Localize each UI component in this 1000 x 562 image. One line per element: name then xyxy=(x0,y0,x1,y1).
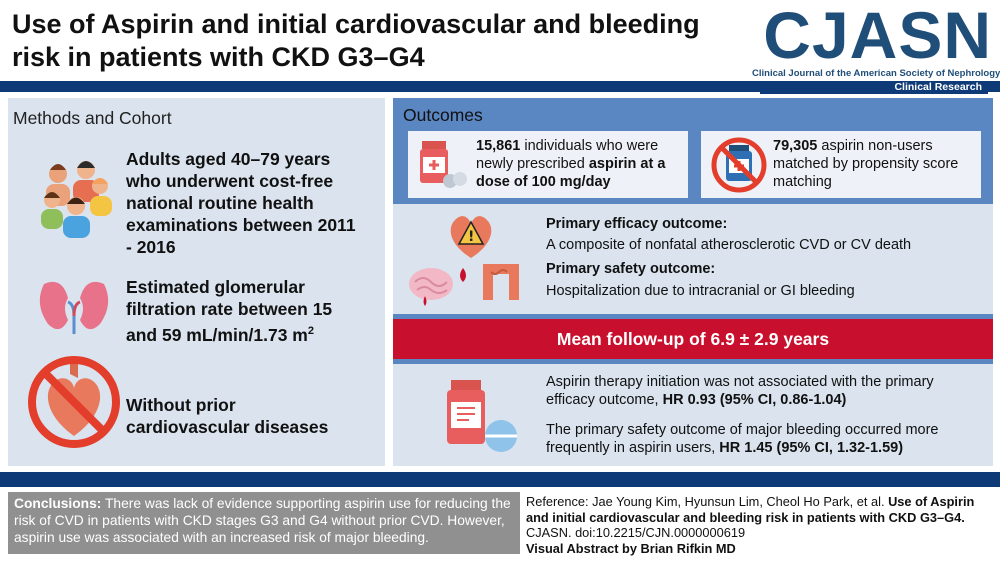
aspirin-users-count: 15,861 xyxy=(476,138,521,154)
pill-bottle-icon xyxy=(416,139,468,191)
section-label: Clinical Research xyxy=(760,81,988,94)
aspirin-users-card: 15,861 individuals who were newly prescr… xyxy=(408,131,688,198)
result-safety-text: The primary safety outcome of major blee… xyxy=(546,422,939,456)
result-safety-hr: HR 1.45 (95% CI, 1.32-1.59) xyxy=(719,440,904,456)
no-heart-icon xyxy=(26,354,122,450)
page-title: Use of Aspirin and initial cardiovascula… xyxy=(12,9,700,72)
egfr-text: Estimated glomerular filtration rate bet… xyxy=(126,277,333,345)
safety-title: Primary safety outcome: xyxy=(546,261,716,277)
visual-abstract-credit: Visual Abstract by Brian Rifkin MD xyxy=(526,540,736,556)
efficacy-title: Primary efficacy outcome: xyxy=(546,216,728,232)
reference-title: Use of Aspirin and initial cardiovascula… xyxy=(526,494,975,525)
logo-text: CJASN xyxy=(763,0,992,72)
egfr-criteria: Estimated glomerular filtration rate bet… xyxy=(126,276,361,346)
conclusions-text: There was lack of evidence supporting as… xyxy=(14,496,511,545)
pills-icon xyxy=(445,378,525,454)
methods-title: Methods and Cohort xyxy=(13,108,172,128)
journal-logo: CJASN Clinical Journal of the American S… xyxy=(752,0,1000,79)
non-users-desc: aspirin non-users matched by propensity … xyxy=(773,138,959,190)
reference-block: Reference: Jae Young Kim, Hyunsun Lim, C… xyxy=(526,494,994,556)
outcomes-panel: Outcomes 15,861 individuals who were new… xyxy=(393,98,993,466)
aspirin-users-text: 15,861 individuals who were newly prescr… xyxy=(476,137,681,191)
followup-banner: Mean follow-up of 6.9 ± 2.9 years xyxy=(393,319,993,359)
result-safety: The primary safety outcome of major blee… xyxy=(546,421,986,457)
aspirin-users-dose: aspirin at a dose of 100 mg/day xyxy=(476,156,666,190)
methods-panel: Methods and Cohort Adults aged 40–79 yea… xyxy=(8,98,385,466)
non-users-card: 79,305 aspirin non-users matched by prop… xyxy=(701,131,981,198)
heart-brain-gut-icon: ! xyxy=(405,208,535,308)
aspirin-users-desc: individuals who were newly prescribed xyxy=(476,138,659,172)
reference-prefix: Reference: Jae Young Kim, Hyunsun Lim, C… xyxy=(526,494,889,509)
non-users-text: 79,305 aspirin non-users matched by prop… xyxy=(773,137,977,191)
result-efficacy-text: Aspirin therapy initiation was not assoc… xyxy=(546,374,934,408)
results-section: Aspirin therapy initiation was not assoc… xyxy=(393,364,993,466)
logo-subtitle: Clinical Journal of the American Society… xyxy=(752,68,1000,79)
conclusions-label: Conclusions: xyxy=(14,496,102,511)
exclusion-criteria: Without prior cardiovascular diseases xyxy=(126,395,329,437)
result-efficacy: Aspirin therapy initiation was not assoc… xyxy=(546,373,986,409)
egfr-superscript: 2 xyxy=(307,325,314,337)
non-users-count: 79,305 xyxy=(773,138,818,154)
efficacy-text: A composite of nonfatal atherosclerotic … xyxy=(546,237,912,253)
outcome-definitions: ! Primary efficacy outcome: A composite … xyxy=(393,204,993,314)
reference-suffix: CJASN. doi:10.2215/CJN.0000000619 xyxy=(526,525,746,540)
svg-text:!: ! xyxy=(468,229,474,245)
result-efficacy-hr: HR 0.93 (95% CI, 0.86-1.04) xyxy=(662,392,847,408)
outcomes-title: Outcomes xyxy=(403,105,483,125)
kidneys-icon xyxy=(34,276,114,334)
top-bar xyxy=(0,81,1000,92)
no-pill-bottle-icon xyxy=(711,137,767,193)
conclusions-box: Conclusions: There was lack of evidence … xyxy=(8,492,520,554)
cohort-description: Adults aged 40–79 years who underwent co… xyxy=(126,149,356,257)
bottom-bar xyxy=(0,472,1000,487)
safety-text: Hospitalization due to intracranial or G… xyxy=(546,283,855,299)
people-group-icon xyxy=(36,156,116,238)
